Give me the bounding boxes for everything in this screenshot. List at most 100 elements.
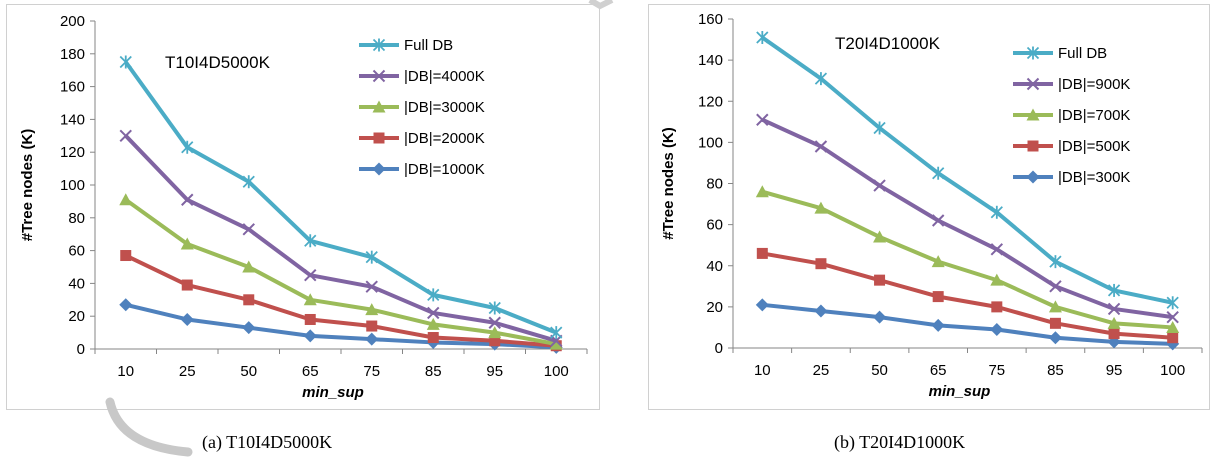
data-point--db-300k [814, 304, 828, 318]
data-point--db-900k-stroke-2 [990, 243, 1004, 256]
y-tick-label: 160 [60, 79, 85, 96]
series--db-4000k [119, 129, 563, 348]
series-line--db-2000k [124, 253, 557, 348]
y-tick-label: 60 [68, 243, 85, 260]
legend-label: |DB|=900K [1058, 76, 1130, 93]
data-point--db-700k [990, 273, 1004, 286]
data-point--db-3000k [488, 326, 502, 339]
line-chart-b: 0 20 40 60 80 100 120 140 160 10 25 50 65 75 85 95 100 mi… [660, 11, 1203, 400]
data-point-full-db [873, 121, 886, 135]
data-point--db-1000k [303, 329, 317, 343]
data-point--db-700k [931, 255, 945, 268]
y-tick-label: 100 [698, 134, 723, 151]
data-point--db-2000k [181, 279, 193, 291]
data-point--db-1000k [119, 298, 133, 312]
data-point--db-2000k [366, 320, 378, 332]
y-tick-label: 20 [706, 299, 723, 316]
data-point--db-2000k [489, 335, 501, 347]
x-tick-label: 100 [544, 363, 569, 380]
chart-title: T10I4D5000K [165, 53, 271, 72]
y-tick-label: 20 [68, 308, 85, 325]
data-point--db-3000k [303, 293, 317, 306]
data-point--db-900k [931, 214, 945, 227]
data-point--db-900k-stroke-2 [814, 140, 828, 153]
data-point--db-1000k [365, 332, 379, 346]
series--db-3000k [119, 193, 563, 350]
legend-item--db-3000k: |DB|=3000K [359, 99, 485, 116]
data-point--db-4000k [242, 223, 255, 236]
legend-marker [1026, 108, 1040, 121]
x-tick-label: 10 [117, 363, 134, 380]
data-point--db-300k [1048, 331, 1062, 345]
data-point--db-300k [755, 298, 769, 312]
data-point--db-4000k [181, 193, 194, 206]
legend-item--db-1000k: |DB|=1000K [359, 161, 485, 178]
y-axis-title: #Tree nodes (K) [19, 129, 36, 242]
data-point--db-700k [1107, 316, 1121, 329]
chart-area-b: 0 20 40 60 80 100 120 140 160 10 25 50 65 75 85 95 100 mi… [648, 4, 1210, 410]
data-point--db-500k [815, 258, 827, 270]
legend-item--db-2000k: |DB|=2000K [359, 130, 485, 147]
x-tick-label: 75 [363, 363, 380, 380]
data-point--db-700k [1166, 320, 1180, 333]
data-point--db-900k [990, 243, 1004, 256]
legend-marker [1026, 46, 1040, 60]
data-point--db-4000k-stroke-2 [365, 280, 378, 293]
legend-item-full-db: Full DB [359, 37, 453, 54]
y-tick-label: 120 [60, 144, 85, 161]
data-point--db-900k [1049, 280, 1062, 293]
data-point-full-db [932, 166, 945, 180]
data-point-full-db [365, 250, 378, 264]
legend-marker [372, 38, 386, 52]
series-line-full-db [761, 35, 1174, 305]
x-tick-label: 100 [1160, 362, 1185, 379]
data-point--db-4000k [488, 316, 501, 329]
y-tick-label: 0 [715, 340, 723, 357]
line-chart-a: 0 20 40 60 80 100 120 140 160 180 200 10 25 50 65 75 85 9… [19, 13, 588, 401]
series-line--db-900k [761, 117, 1173, 320]
figure-caption-b: (b) T20I4D1000K [834, 432, 966, 452]
legend-marker [372, 69, 386, 83]
series-full-db [119, 55, 563, 340]
x-axis-title: min_sup [302, 384, 364, 401]
y-tick-label: 100 [60, 177, 85, 194]
data-point--db-4000k [304, 268, 317, 282]
data-point--db-1000k [242, 321, 256, 335]
y-tick-label: 60 [706, 217, 723, 234]
data-point-full-db [427, 288, 440, 302]
curl-arc-top [588, 0, 614, 10]
chart-panel-b: 0 20 40 60 80 100 120 140 160 10 25 50 65 75 85 95 100 mi… [606, 0, 1212, 462]
legend-item--db-4000k: |DB|=4000K [359, 68, 485, 85]
data-point-full-db [814, 72, 828, 86]
legend-marker [1026, 77, 1040, 91]
data-point--db-4000k-stroke-2 [304, 268, 317, 282]
legend-marker-stroke-2 [372, 69, 386, 83]
data-point--db-3000k [242, 260, 256, 273]
legend-label: Full DB [404, 37, 453, 54]
series--db-500k [756, 247, 1179, 344]
x-tick-label: 85 [1047, 362, 1064, 379]
data-point--db-900k-stroke-2 [756, 113, 769, 126]
data-point--db-900k [756, 113, 769, 126]
y-axis-title: #Tree nodes (K) [660, 127, 677, 240]
legend-item--db-700k: |DB|=700K [1013, 107, 1130, 124]
y-tick-label: 120 [698, 93, 723, 110]
data-point-full-db [990, 205, 1003, 219]
y-tick-label: 140 [698, 52, 723, 69]
data-point--db-900k-stroke-2 [873, 179, 886, 192]
x-tick-label: 85 [425, 363, 442, 380]
data-point--db-700k [755, 185, 769, 198]
x-tick-label: 95 [1106, 362, 1123, 379]
x-tick-label: 65 [302, 363, 319, 380]
data-point--db-900k-stroke-2 [1049, 280, 1062, 293]
data-point--db-3000k [119, 193, 133, 206]
y-tick-label: 0 [77, 341, 85, 358]
series-line--db-700k [761, 189, 1173, 330]
legend-item--db-300k: |DB|=300K [1013, 169, 1130, 186]
chart-panel-a: 0 20 40 60 80 100 120 140 160 180 200 10 25 50 65 75 85 9… [0, 0, 600, 462]
data-point-full-db [756, 31, 769, 45]
data-point-full-db [1166, 296, 1179, 310]
legend-marker-stroke-2 [1026, 77, 1040, 91]
legend-label: |DB|=500K [1058, 138, 1130, 155]
